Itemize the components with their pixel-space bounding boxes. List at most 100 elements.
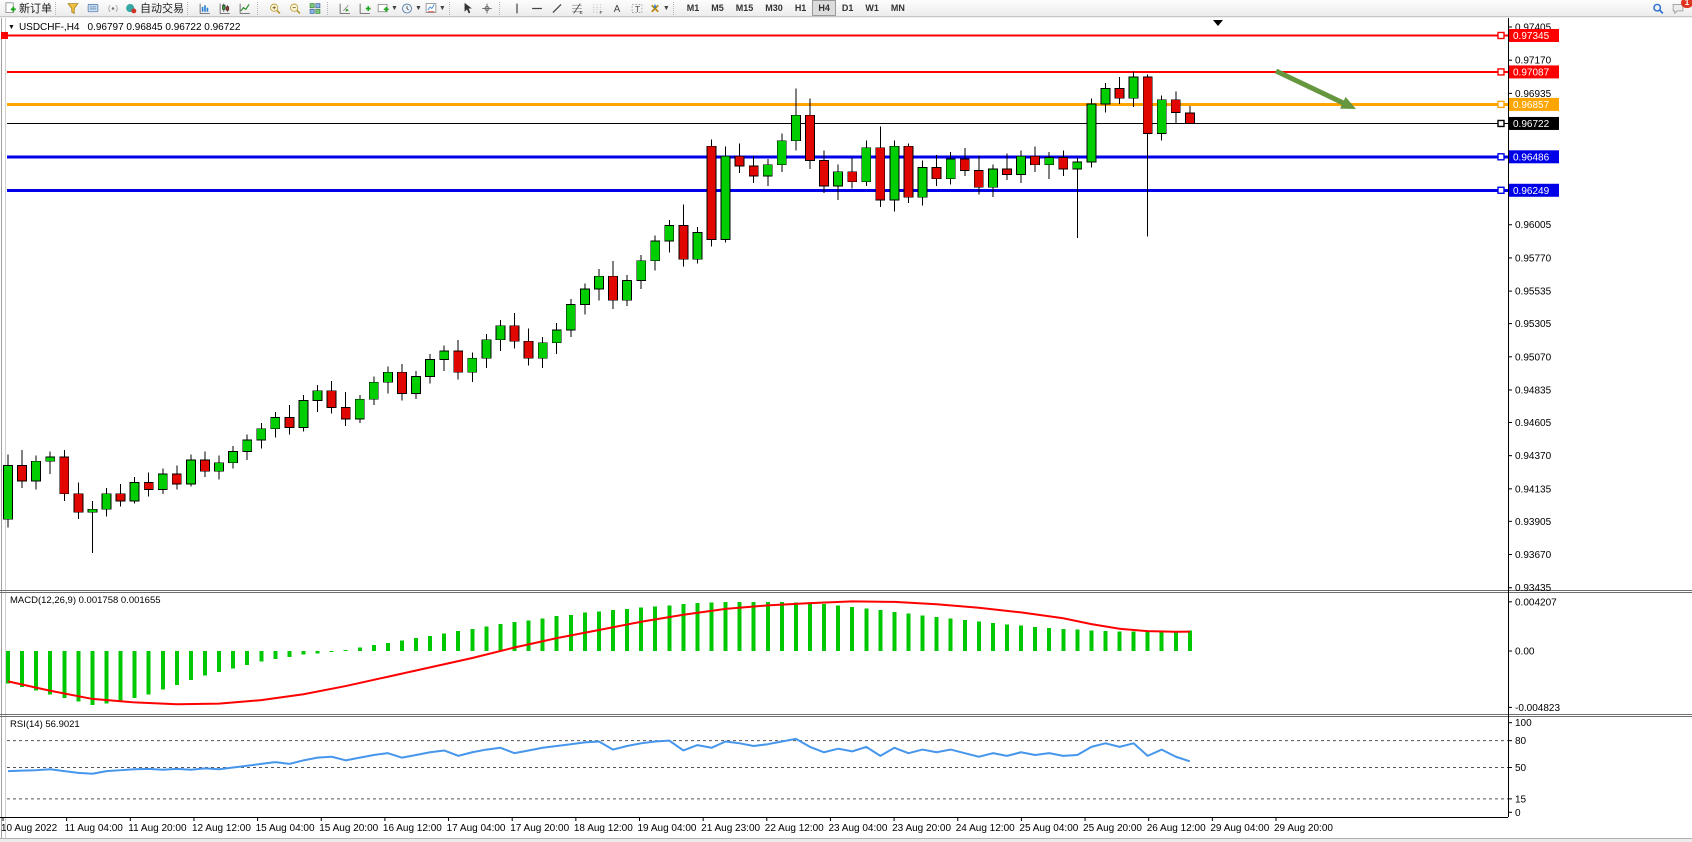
hline-right-handle[interactable] xyxy=(1497,31,1505,40)
add-indicator-button[interactable] xyxy=(355,1,375,16)
timeframe-button-h1[interactable]: H1 xyxy=(794,3,807,13)
timeframe-button-mn[interactable]: MN xyxy=(890,3,905,13)
time-axis[interactable]: 10 Aug 2022 11 Aug 04:00 11 Aug 20:00 12 Au… xyxy=(1,817,1333,834)
svg-text:A: A xyxy=(614,3,621,14)
price-tag xyxy=(1509,183,1559,197)
macd-indicator-label: MACD(12,26,9) 0.001758 0.001655 xyxy=(10,595,161,606)
autotrade-label: 自动交易 xyxy=(140,3,184,15)
main-pane[interactable] xyxy=(1,20,1508,554)
candle-up xyxy=(312,390,323,401)
timeframe-button-m1[interactable]: M1 xyxy=(686,3,700,13)
horizontal-line-button[interactable] xyxy=(527,1,547,16)
price-tag-label: 0.96857 xyxy=(1513,100,1550,111)
rsi-indicator-label: RSI(14) 56.9021 xyxy=(10,719,80,730)
hline-right-handle[interactable] xyxy=(1497,100,1505,109)
fibonacci-button[interactable]: E xyxy=(567,1,587,16)
toolbar-right-group: 1 xyxy=(1648,0,1692,16)
candle-up xyxy=(988,168,998,188)
vertical-line-button[interactable] xyxy=(507,1,527,16)
candle-up xyxy=(31,460,42,482)
search-icon xyxy=(1653,3,1664,14)
chart-title: ▼ USDCHF-,H4 0.96797 0.96845 0.96722 0.9… xyxy=(8,22,240,33)
candle-down xyxy=(734,155,745,167)
hline-right-handle[interactable] xyxy=(1497,153,1505,161)
search-button[interactable] xyxy=(1648,1,1668,16)
price-tick-label: 0.93670 xyxy=(1515,550,1552,561)
timeframe-button-h4[interactable]: H4 xyxy=(812,0,836,16)
label-button[interactable]: T xyxy=(627,1,647,16)
new-chart-button[interactable]: ▼ xyxy=(375,1,399,16)
candlestick-button[interactable] xyxy=(215,1,235,16)
text-button[interactable]: A xyxy=(607,1,627,16)
signals-button[interactable] xyxy=(103,1,123,16)
chart-title-symbol: USDCHF-,H4 xyxy=(18,22,80,33)
price-tick-label: 0.93435 xyxy=(1515,583,1552,594)
template-button[interactable]: ▼ xyxy=(423,1,447,16)
candle-down xyxy=(1030,155,1041,166)
candle-up xyxy=(861,147,872,183)
macd-tick-label: 0.00 xyxy=(1515,647,1535,658)
tile-windows-button[interactable] xyxy=(305,1,325,16)
candle-down xyxy=(678,225,689,260)
chart-dropdown-icon[interactable]: ▼ xyxy=(8,24,15,31)
notifications-button[interactable]: 1 xyxy=(1668,0,1692,16)
zoom-in-icon xyxy=(270,3,281,14)
autotrade-button[interactable]: 自动交易 xyxy=(123,1,185,16)
candle-down xyxy=(453,350,464,373)
bar-chart-button[interactable] xyxy=(195,1,215,16)
timeframe-button-m5[interactable]: M5 xyxy=(711,3,724,13)
toolbar-separator xyxy=(55,1,61,15)
timeframe-button-m15[interactable]: M15 xyxy=(735,3,754,13)
zoom-out-button[interactable] xyxy=(285,1,305,16)
cursor-button[interactable] xyxy=(457,1,477,16)
indicators-button[interactable] xyxy=(335,1,355,16)
add-indicator-icon xyxy=(359,3,371,14)
chevron-down-icon: ▼ xyxy=(414,4,422,12)
toolbar-separator xyxy=(327,1,333,15)
mql-button[interactable] xyxy=(83,1,103,16)
new-order-button[interactable]: 新订单 xyxy=(2,1,53,16)
line-chart-icon xyxy=(239,3,250,14)
time-tick-label: 29 Aug 04:00 xyxy=(1210,823,1269,834)
timeframe-button-w1[interactable]: W1 xyxy=(865,3,879,13)
candle-down xyxy=(1184,112,1195,124)
price-tick-label: 0.94135 xyxy=(1515,484,1552,495)
trendline-button[interactable] xyxy=(547,1,567,16)
candle-up xyxy=(354,398,365,420)
candle-up xyxy=(129,482,140,502)
hline-right-handle[interactable] xyxy=(1497,68,1505,76)
trend-arrow[interactable] xyxy=(1274,68,1349,107)
candle-down xyxy=(875,147,886,201)
price-tag xyxy=(1509,150,1559,164)
price-axis[interactable]: 0.97405 0.97170 0.96935 0.96005 0.95770 0.955… xyxy=(1508,23,1559,595)
zoom-in-button[interactable] xyxy=(265,1,285,16)
candle-up xyxy=(636,260,647,281)
candle-up xyxy=(622,280,632,301)
trend-arrow-head-icon[interactable] xyxy=(1340,96,1356,109)
candle-up xyxy=(87,508,98,513)
cycle-lines-button[interactable]: F xyxy=(587,1,607,16)
shapes-button[interactable]: ▼ xyxy=(647,1,671,16)
candle-up xyxy=(411,376,421,394)
funnel-button[interactable] xyxy=(63,1,83,16)
candle-down xyxy=(608,275,618,301)
timeframe-button-d1[interactable]: D1 xyxy=(841,3,854,13)
candle-up xyxy=(481,339,492,359)
candle-up xyxy=(270,417,281,430)
price-tick-label: 0.95305 xyxy=(1515,319,1552,330)
candle-down xyxy=(819,160,829,187)
hline-right-handle[interactable] xyxy=(1497,186,1505,194)
hline-right-handle[interactable] xyxy=(1497,119,1505,128)
timeframe-button-m30[interactable]: M30 xyxy=(765,3,783,13)
label-icon: T xyxy=(631,3,643,13)
candle-up xyxy=(1156,99,1167,135)
shift-marker-icon[interactable] xyxy=(1213,20,1223,26)
candle-up xyxy=(1100,88,1111,105)
candle-down xyxy=(1142,76,1153,135)
line-chart-button[interactable] xyxy=(235,1,255,16)
crosshair-button[interactable] xyxy=(477,1,497,16)
hline-left-handle[interactable] xyxy=(1,31,8,39)
template-icon xyxy=(425,2,437,13)
period-clock-button[interactable]: ▼ xyxy=(399,1,423,16)
